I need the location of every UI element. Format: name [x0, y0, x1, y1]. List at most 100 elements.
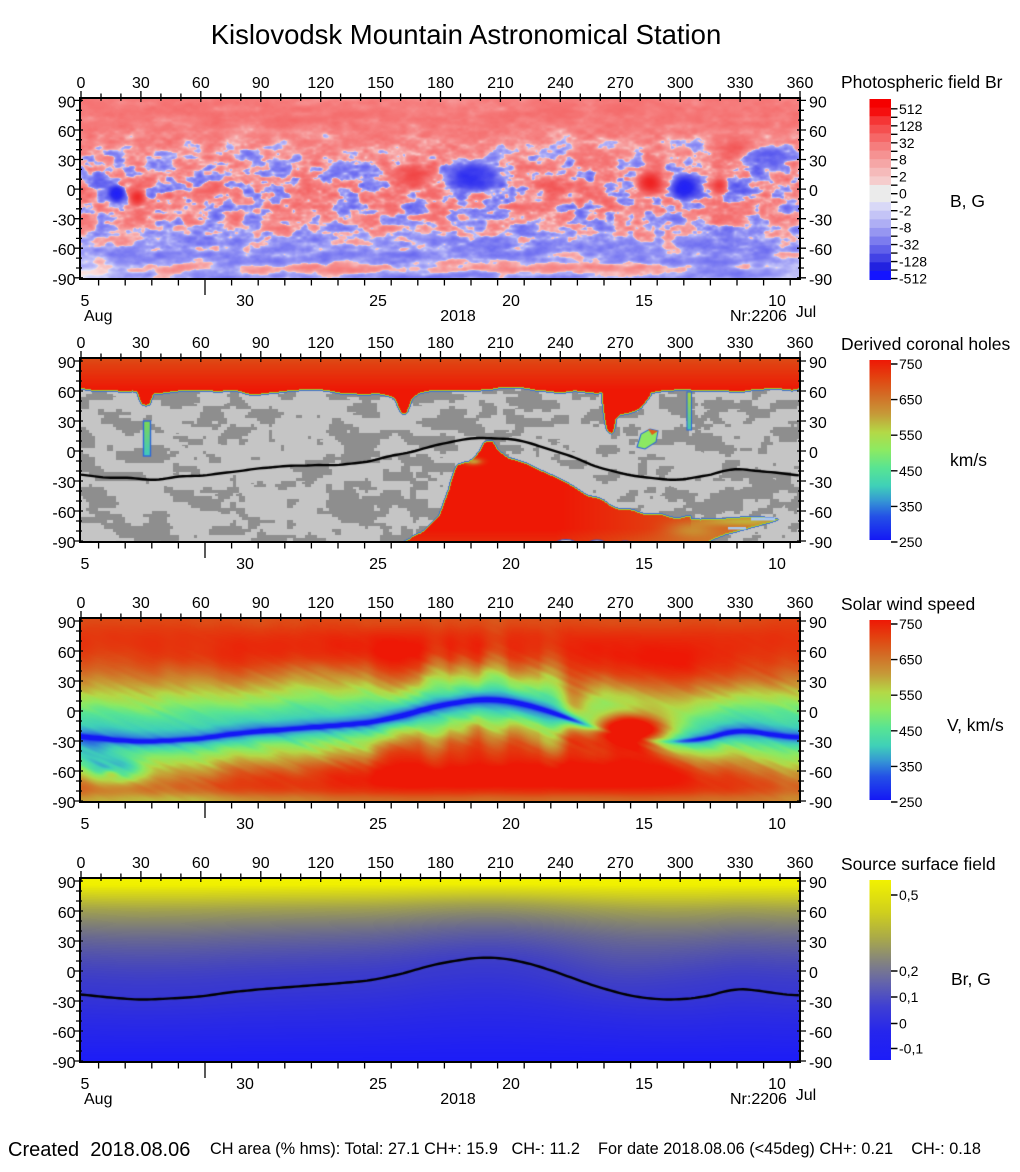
svg-text:60: 60: [58, 645, 76, 662]
svg-text:30: 30: [809, 154, 827, 171]
svg-text:-30: -30: [52, 213, 75, 230]
svg-text:-90: -90: [809, 535, 832, 552]
svg-text:180: 180: [427, 335, 454, 352]
svg-text:-30: -30: [809, 995, 832, 1012]
svg-text:0,1: 0,1: [899, 989, 919, 1005]
svg-text:90: 90: [809, 875, 827, 892]
svg-text:10: 10: [768, 556, 786, 573]
svg-text:0: 0: [67, 445, 76, 462]
svg-text:270: 270: [607, 335, 634, 352]
svg-text:300: 300: [667, 855, 694, 872]
svg-text:360: 360: [787, 335, 814, 352]
svg-text:180: 180: [427, 75, 454, 92]
svg-text:-60: -60: [809, 242, 832, 259]
svg-text:-90: -90: [809, 1055, 832, 1072]
svg-text:240: 240: [547, 855, 574, 872]
svg-text:25: 25: [369, 1076, 387, 1093]
svg-text:0: 0: [67, 705, 76, 722]
svg-text:-60: -60: [52, 1025, 75, 1042]
svg-text:15: 15: [635, 1076, 653, 1093]
svg-text:90: 90: [58, 615, 76, 632]
svg-text:Br, G: Br, G: [951, 969, 991, 989]
svg-text:180: 180: [427, 595, 454, 612]
svg-text:-90: -90: [52, 272, 75, 289]
svg-text:90: 90: [252, 335, 270, 352]
svg-text:360: 360: [787, 595, 814, 612]
svg-text:60: 60: [809, 385, 827, 402]
svg-text:0: 0: [809, 445, 818, 462]
svg-text:150: 150: [367, 75, 394, 92]
svg-text:550: 550: [899, 687, 923, 703]
svg-text:550: 550: [899, 427, 923, 443]
svg-text:350: 350: [899, 498, 923, 514]
svg-text:2018: 2018: [440, 1091, 476, 1108]
svg-text:0: 0: [77, 75, 86, 92]
svg-text:-90: -90: [809, 795, 832, 812]
svg-text:330: 330: [727, 595, 754, 612]
svg-text:270: 270: [607, 855, 634, 872]
svg-text:360: 360: [787, 855, 814, 872]
svg-text:-30: -30: [52, 995, 75, 1012]
svg-text:300: 300: [667, 335, 694, 352]
svg-text:650: 650: [899, 652, 923, 668]
svg-text:-8: -8: [899, 220, 912, 236]
svg-text:25: 25: [369, 816, 387, 833]
svg-text:120: 120: [307, 75, 334, 92]
svg-text:30: 30: [809, 415, 827, 432]
svg-text:V, km/s: V, km/s: [947, 715, 1004, 735]
svg-text:-60: -60: [52, 505, 75, 522]
svg-text:90: 90: [58, 94, 76, 111]
svg-text:Solar wind speed: Solar wind speed: [841, 594, 975, 614]
svg-text:10: 10: [768, 293, 786, 310]
svg-text:150: 150: [367, 335, 394, 352]
svg-text:330: 330: [727, 75, 754, 92]
svg-text:Nr:2206: Nr:2206: [730, 1091, 787, 1108]
svg-text:B, G: B, G: [950, 191, 985, 211]
svg-text:0: 0: [899, 186, 907, 202]
svg-text:Kislovodsk Mountain Astronomic: Kislovodsk Mountain Astronomical Station: [211, 19, 722, 50]
svg-text:90: 90: [252, 595, 270, 612]
svg-text:20: 20: [502, 293, 520, 310]
svg-text:10: 10: [768, 1076, 786, 1093]
svg-text:20: 20: [502, 1076, 520, 1093]
svg-text:15: 15: [635, 816, 653, 833]
svg-text:60: 60: [58, 385, 76, 402]
svg-text:-90: -90: [52, 795, 75, 812]
svg-text:0: 0: [77, 855, 86, 872]
svg-text:Derived coronal holes: Derived coronal holes: [841, 334, 1011, 354]
svg-text:210: 210: [487, 75, 514, 92]
svg-text:30: 30: [236, 293, 254, 310]
svg-text:30: 30: [236, 1076, 254, 1093]
svg-text:30: 30: [132, 75, 150, 92]
svg-text:650: 650: [899, 392, 923, 408]
svg-text:2018: 2018: [440, 308, 476, 325]
svg-text:15: 15: [635, 293, 653, 310]
svg-text:10: 10: [768, 816, 786, 833]
svg-text:-90: -90: [52, 1055, 75, 1072]
svg-text:30: 30: [236, 556, 254, 573]
svg-text:30: 30: [58, 415, 76, 432]
svg-text:120: 120: [307, 855, 334, 872]
svg-text:300: 300: [667, 75, 694, 92]
svg-text:km/s: km/s: [950, 450, 987, 470]
svg-text:-128: -128: [899, 254, 927, 270]
svg-text:30: 30: [132, 855, 150, 872]
svg-text:450: 450: [899, 723, 923, 739]
svg-text:210: 210: [487, 855, 514, 872]
svg-text:30: 30: [58, 154, 76, 171]
svg-text:-30: -30: [809, 213, 832, 230]
svg-text:32: 32: [899, 135, 915, 151]
svg-text:60: 60: [809, 124, 827, 141]
svg-text:30: 30: [58, 675, 76, 692]
svg-text:450: 450: [899, 463, 923, 479]
svg-text:Jul: Jul: [796, 1087, 816, 1104]
svg-text:-60: -60: [52, 765, 75, 782]
svg-text:60: 60: [809, 905, 827, 922]
svg-text:90: 90: [58, 355, 76, 372]
svg-text:750: 750: [899, 356, 923, 372]
svg-text:180: 180: [427, 855, 454, 872]
svg-text:0: 0: [77, 335, 86, 352]
svg-text:90: 90: [809, 615, 827, 632]
svg-text:-60: -60: [809, 765, 832, 782]
svg-text:0: 0: [809, 965, 818, 982]
